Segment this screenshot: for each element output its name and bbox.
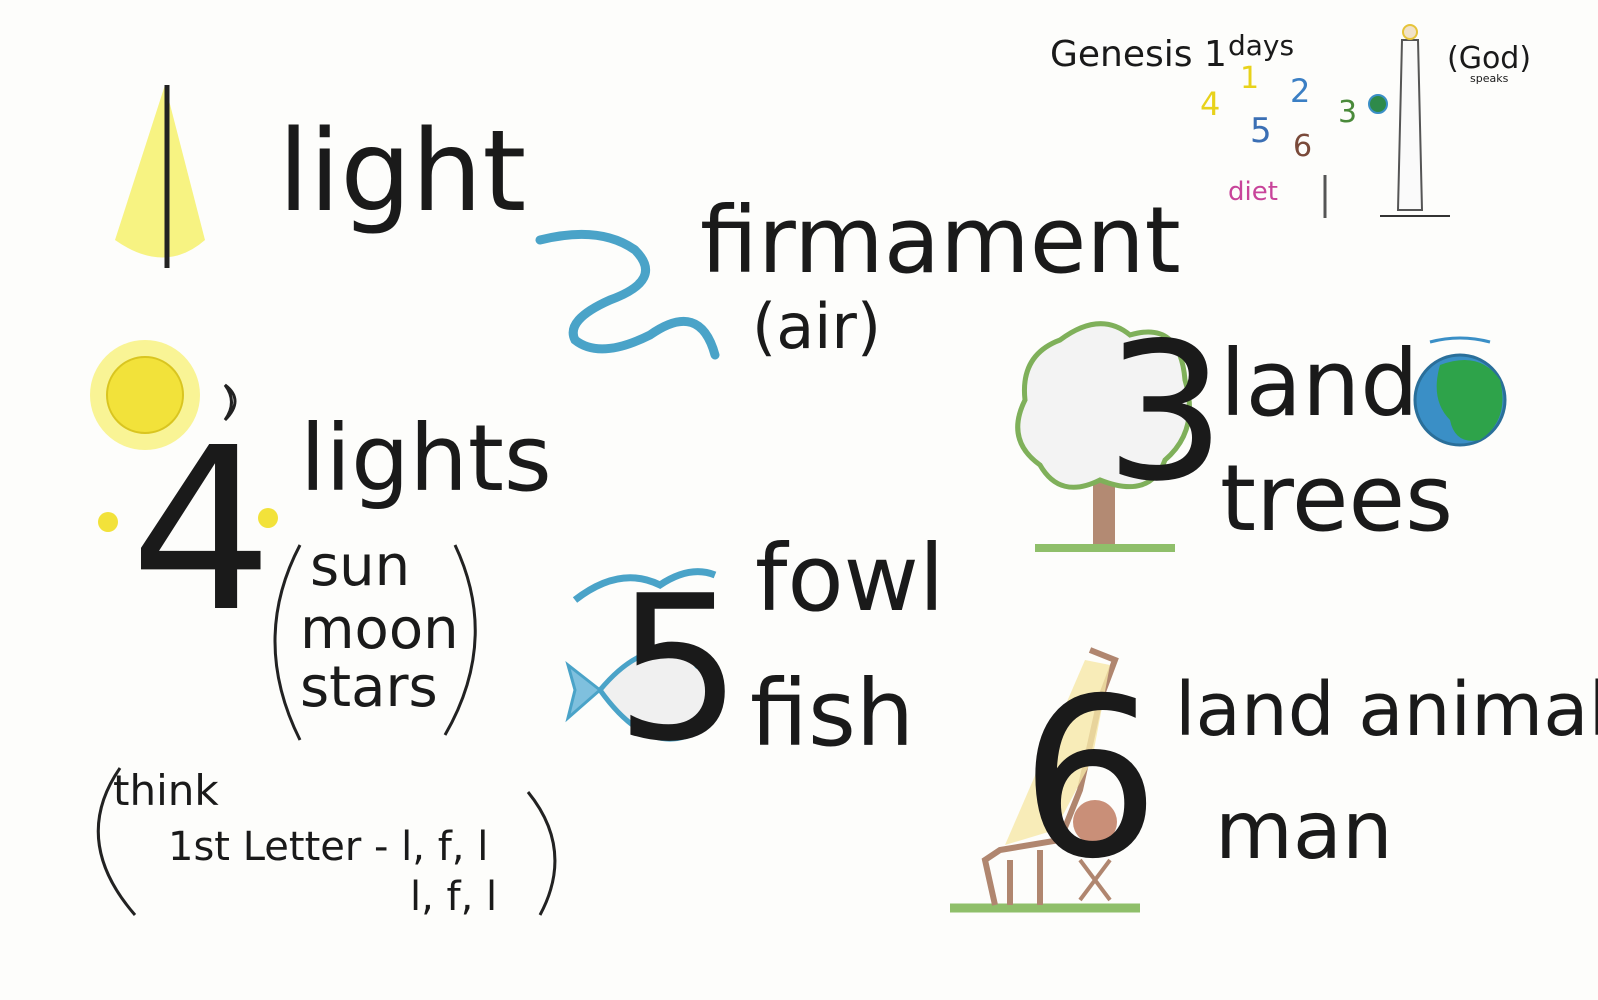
god-figure [1396,39,1424,211]
header: Genesis 1 days 4 1 2 5 6 3 diet (God) sp… [1050,24,1531,218]
day-word: light [278,107,526,237]
day-3: 3 land trees [1015,302,1507,552]
fish-eye [694,661,702,669]
day-digit: 5 [1250,111,1272,151]
day-digit: 1 [1240,61,1259,96]
note: think 1st Letter - l, f, l l, f, l [96,766,557,920]
day-word: stars [300,655,438,720]
giraffe [981,647,1119,906]
star [98,512,118,532]
day-6: 6 land animals man [950,647,1598,913]
day-word: moon [300,597,459,662]
god: (God) [1447,41,1531,76]
paren-left [273,544,302,741]
star [258,508,278,528]
day-word: land animals [1175,667,1598,753]
moon [223,383,237,422]
globe-sky [1429,336,1491,344]
title: Genesis 1 [1050,34,1227,75]
fish-tail [565,661,603,723]
speaks: speaks [1470,72,1509,85]
man-face [1073,800,1117,844]
mini-globe [1368,94,1388,114]
giraffe-body [1005,660,1110,845]
day-digit: 3 [1338,95,1357,130]
day-word: land [1220,330,1419,437]
day-word: lights [300,405,552,512]
day-number: 6 [1020,651,1160,907]
note-text: 1st Letter - l, f, l [168,824,488,870]
day-word: (air) [752,290,881,363]
diet: diet [1228,177,1278,207]
day-word: firmament [700,187,1181,294]
day-word: fowl [755,525,944,632]
day-number: 4 [130,400,273,662]
day-word: sun [310,534,410,599]
paren-right [443,544,477,736]
day-word: man [1215,784,1393,877]
note-text: l, f, l [410,874,497,920]
day-digit: 4 [1200,85,1220,123]
paren-right [526,791,557,916]
paren-left [96,767,137,916]
day-word: fish [750,660,914,767]
day-digit: 2 [1290,72,1310,110]
god-head [1402,24,1418,40]
day-digit: 6 [1293,129,1312,164]
bird [572,568,717,603]
tree-crown [1015,321,1192,490]
day-word: trees [1220,445,1453,552]
fish-body [596,647,718,742]
sun [106,356,184,434]
day-number: 5 [615,553,742,786]
light-glow [115,85,205,258]
day-5: 5 fowl fish [565,525,944,786]
day-4: 4 lights sun moon stars [90,340,552,741]
day-1: 1 light [115,85,526,268]
day-2: 2 firmament (air) [535,187,1181,363]
globe-land [1436,360,1503,441]
day-number: 3 [1105,302,1226,523]
man-body [1078,858,1112,902]
subtitle: days [1228,29,1294,62]
numeral-swirl [535,229,720,360]
note-text: think [113,766,219,815]
